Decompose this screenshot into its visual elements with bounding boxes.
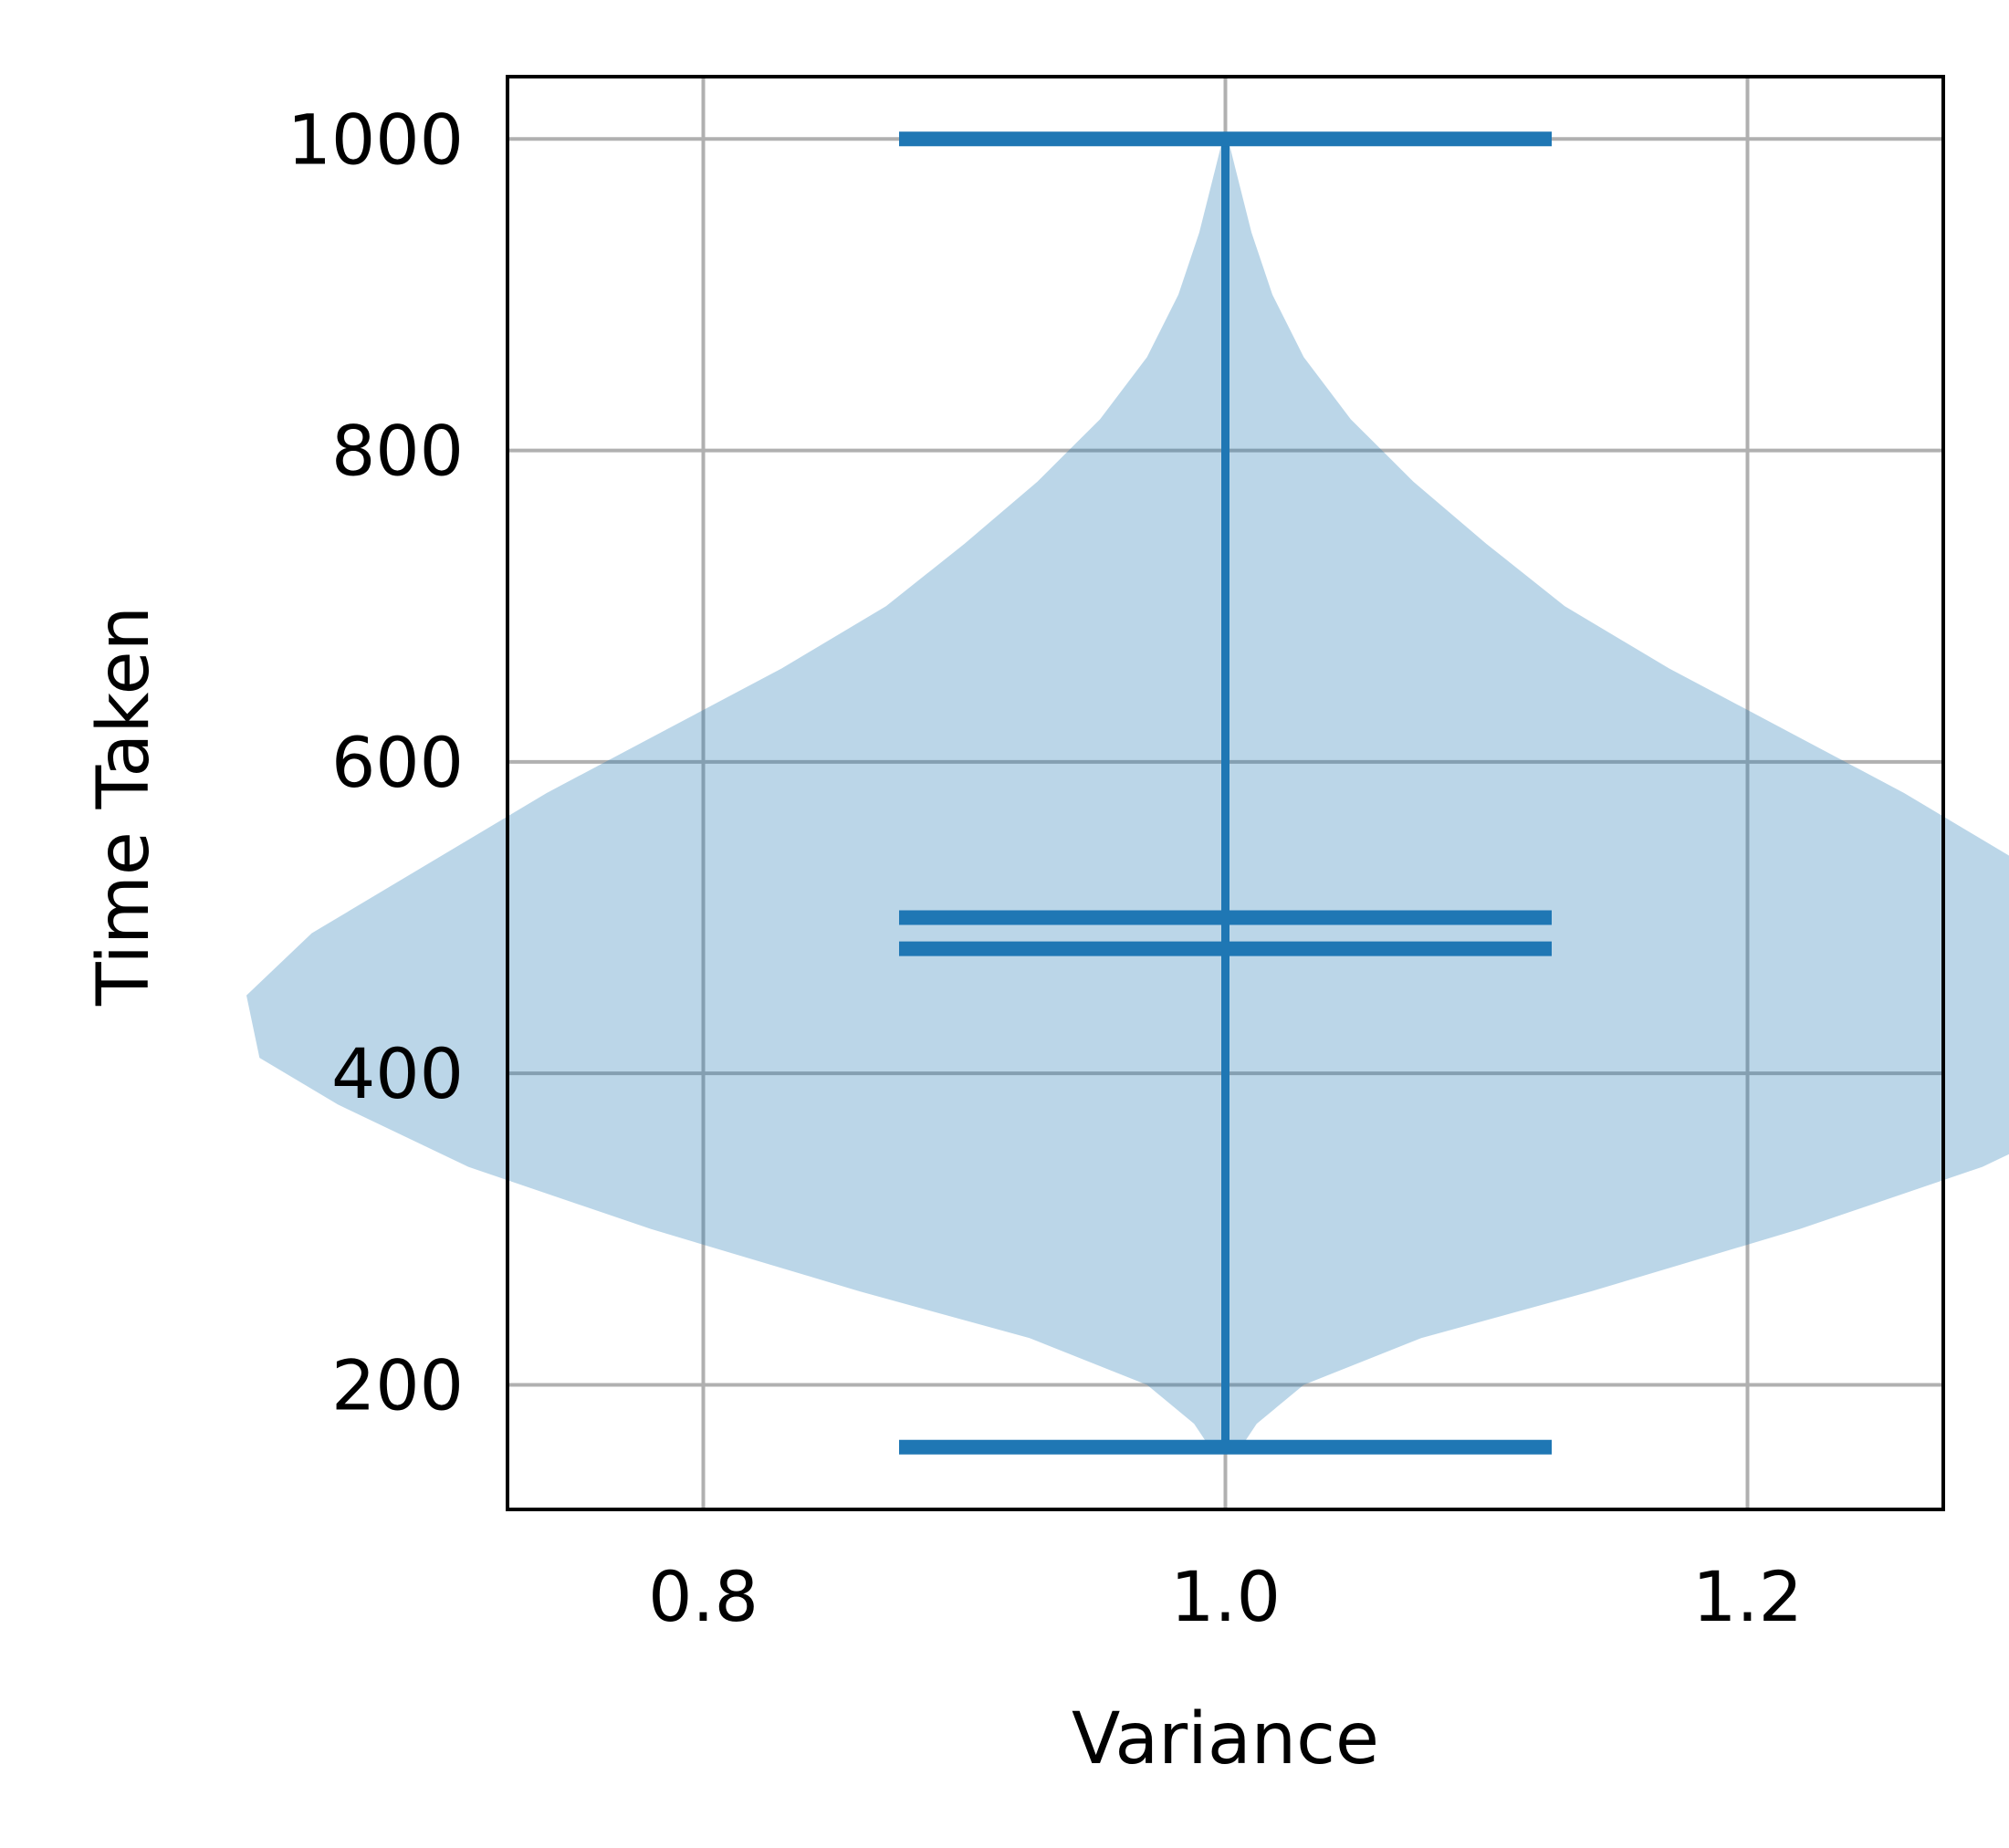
- x-axis-label: Variance: [1072, 1698, 1379, 1780]
- violin-body-group: [246, 139, 2009, 1447]
- plot-frame: [506, 75, 1945, 1511]
- x-tick-label: 1.2: [1692, 1556, 1803, 1637]
- violin-body: [246, 139, 2009, 1447]
- y-tick-label: 800: [331, 411, 464, 492]
- y-tick-labels: 200 400 600 800 1000: [288, 99, 464, 1425]
- y-tick-label: 1000: [288, 99, 464, 180]
- y-tick-label: 600: [331, 722, 464, 803]
- y-tick-label: 400: [331, 1033, 464, 1114]
- x-tick-label: 1.0: [1170, 1556, 1281, 1637]
- x-tick-label: 0.8: [648, 1556, 759, 1637]
- violin-lines-group: [899, 131, 1552, 1455]
- y-axis-label: Time Taken: [83, 606, 165, 1007]
- x-tick-labels: 0.8 1.0 1.2: [648, 1556, 1803, 1637]
- y-tick-label: 200: [331, 1344, 464, 1425]
